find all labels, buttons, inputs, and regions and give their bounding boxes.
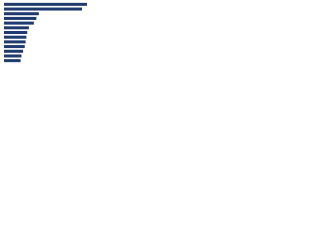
bar — [4, 16, 37, 20]
bar — [4, 40, 26, 44]
bar — [4, 26, 29, 30]
bar — [4, 21, 34, 25]
bar — [4, 30, 28, 35]
bar — [4, 45, 25, 49]
bar — [4, 7, 83, 11]
bar — [4, 54, 22, 58]
bar — [4, 49, 24, 53]
bar — [4, 12, 39, 16]
bar — [4, 59, 21, 63]
chart — [4, 2, 87, 63]
bar — [4, 35, 27, 39]
bar — [4, 2, 87, 6]
